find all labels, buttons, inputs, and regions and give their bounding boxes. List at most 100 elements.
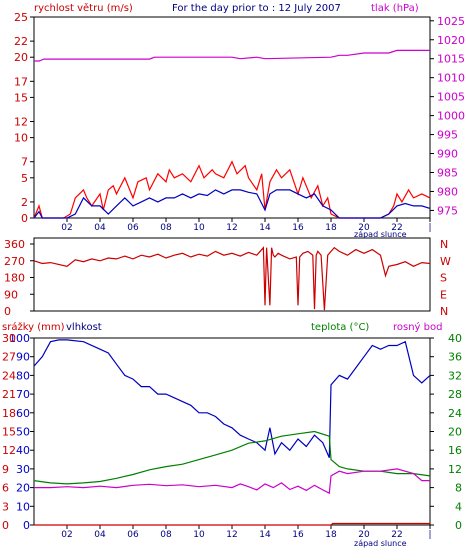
humidity-y-tick-label: 90 <box>16 351 30 364</box>
wind-y-tick-label: 10 <box>14 132 28 145</box>
rain-y-tick-label: 9 <box>2 463 9 476</box>
rain-y-tick-label: 27 <box>2 351 16 364</box>
wind-x-tick-label: 22 <box>391 223 402 233</box>
humidity-x-tick-label: 16 <box>292 530 304 540</box>
humidity-x-tick-label: 22 <box>391 530 402 540</box>
pressure-y-tick-label: 990 <box>437 148 458 161</box>
compass-label: N <box>440 305 448 318</box>
wind-speed-axis-title: rychlost větru (m/s) <box>34 2 133 14</box>
humidity-x-tick-label: 10 <box>193 530 205 540</box>
pressure-y-tick-label: 995 <box>437 129 458 142</box>
wind-x-tick-label: | <box>428 223 431 233</box>
wind-x-tick-label: 02 <box>61 223 72 233</box>
humidity-y-tick-label: 100 <box>9 332 30 345</box>
wind-y-tick-label: 25 <box>14 11 28 24</box>
dewpoint-line <box>34 468 430 495</box>
temperature-axis-title: teplota (°C) <box>311 322 369 333</box>
wind-y-tick-label: 5 <box>21 172 28 185</box>
wind-y-tick-label: 12 <box>14 116 28 129</box>
pressure-y-tick-label: 1010 <box>437 72 465 85</box>
humidity-y-tick-label: 10 <box>16 500 30 513</box>
direction-y-tick-label: 0 <box>4 305 11 318</box>
panel-wind-frame <box>33 16 431 219</box>
temperature-y-tick-label: 28 <box>448 388 462 401</box>
rain-y-tick-label: 24 <box>2 369 16 382</box>
wind-y-tick-label: 20 <box>14 51 28 64</box>
compass-label: E <box>440 288 447 301</box>
wind-x-tick-label: 04 <box>94 223 106 233</box>
humidity-axis-title: vlhkost <box>66 322 102 333</box>
humidity-x-tick-label: 14 <box>259 530 271 540</box>
wind-y-tick-label: 7 <box>21 156 28 169</box>
direction-y-tick-label: 180 <box>4 272 25 285</box>
humidity-x-tick-label: 02 <box>61 530 72 540</box>
temperature-y-tick-label: 12 <box>448 463 462 476</box>
temperature-y-tick-label: 40 <box>448 332 462 345</box>
rain-axis-title: srážky (mm) <box>2 321 65 333</box>
wind-y-tick-label: 17 <box>14 75 28 88</box>
humidity-x-tick-label: 08 <box>160 530 172 540</box>
temperature-y-tick-label: 36 <box>448 351 462 364</box>
humidity-y-tick-label: 40 <box>16 444 30 457</box>
rain-y-tick-label: 12 <box>2 444 16 457</box>
sunset-label-bottom: západ slunce <box>354 539 407 548</box>
temperature-line <box>33 430 431 485</box>
temperature-y-tick-label: 24 <box>448 407 462 420</box>
chart-title: For the day prior to : 12 July 2007 <box>172 3 341 14</box>
humidity-y-tick-label: 70 <box>16 388 30 401</box>
wind-x-tick-label: 20 <box>358 223 370 233</box>
humidity-y-tick-label: 30 <box>16 463 30 476</box>
humidity-y-tick-label: 50 <box>16 426 30 439</box>
humidity-x-tick-label: 18 <box>325 530 337 540</box>
humidity-x-tick-label: 04 <box>94 530 106 540</box>
rain-y-tick-label: 18 <box>2 407 16 420</box>
wind-x-tick-label: 06 <box>127 223 139 233</box>
pressure-y-tick-label: 1015 <box>437 53 465 66</box>
temperature-y-tick-label: 32 <box>448 369 462 382</box>
temperature-y-tick-label: 20 <box>448 426 462 439</box>
wind-y-tick-label: 22 <box>14 35 28 48</box>
rain-y-tick-label: 21 <box>2 388 16 401</box>
humidity-x-tick-label: | <box>428 530 431 540</box>
temperature-y-tick-label: 4 <box>455 500 462 513</box>
humidity-x-tick-label: 20 <box>358 530 370 540</box>
panel-direction-frame <box>33 237 431 312</box>
wind-y-tick-label: 0 <box>21 212 28 225</box>
compass-label: W <box>440 255 451 268</box>
rain-y-tick-label: 3 <box>2 500 9 513</box>
compass-label: N <box>440 238 448 251</box>
pressure-y-tick-label: 1025 <box>437 15 465 28</box>
humidity-x-tick-label: 06 <box>127 530 139 540</box>
wind-y-tick-label: 15 <box>14 91 28 104</box>
direction-y-tick-label: 360 <box>4 238 25 251</box>
pressure-y-tick-label: 1000 <box>437 110 465 123</box>
humidity-line <box>33 339 431 458</box>
pressure-y-tick-label: 985 <box>437 166 458 179</box>
pressure-axis-title: tlak (hPa) <box>371 3 419 14</box>
pressure-y-tick-label: 1005 <box>437 91 465 104</box>
pressure-y-tick-label: 1020 <box>437 34 465 47</box>
wind-x-tick-label: 10 <box>193 223 205 233</box>
humidity-y-tick-label: 0 <box>23 519 30 532</box>
wind-avg-line <box>33 189 431 219</box>
panel-humidity-frame <box>33 337 431 526</box>
humidity-y-tick-label: 80 <box>16 369 30 382</box>
rain-line <box>34 522 430 526</box>
chart-marks: 0257101215172022259759809859909951000100… <box>2 11 465 540</box>
wind-y-tick-label: 2 <box>21 196 28 209</box>
rain-y-tick-label: 0 <box>2 519 9 532</box>
wind-x-tick-label: 12 <box>226 223 237 233</box>
direction-y-tick-label: 270 <box>4 255 25 268</box>
dewpoint-axis-title: rosný bod <box>393 321 442 333</box>
wind-direction-line <box>33 246 431 311</box>
humidity-x-tick-label: 12 <box>226 530 237 540</box>
rain-y-tick-label: 6 <box>2 482 9 495</box>
wind-x-tick-label: 08 <box>160 223 172 233</box>
humidity-y-tick-label: 20 <box>16 482 30 495</box>
wind-x-tick-label: 16 <box>292 223 304 233</box>
sunset-label-top: západ slunce <box>354 230 407 239</box>
temperature-y-tick-label: 16 <box>448 444 462 457</box>
pressure-line <box>34 49 430 62</box>
